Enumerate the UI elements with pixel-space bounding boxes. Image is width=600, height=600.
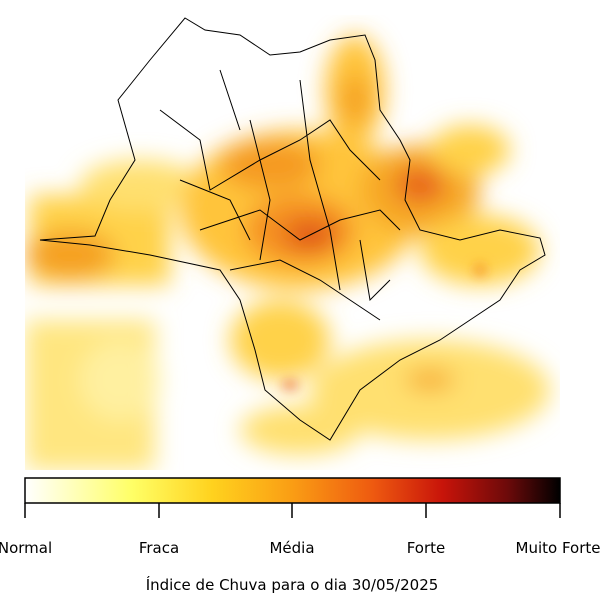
colorbar-label: Normal <box>0 539 52 557</box>
colorbar-label: Muito Forte <box>516 539 600 557</box>
colorbar-label: Fraca <box>139 539 179 557</box>
rain-heatmap <box>25 35 550 470</box>
colorbar <box>24 477 561 504</box>
state-outline <box>39 17 546 441</box>
colorbar-label: Forte <box>407 539 446 557</box>
colorbar-ticks <box>24 503 561 518</box>
caption: Índice de Chuva para o dia 30/05/2025 <box>146 575 439 594</box>
colorbar-label: Média <box>269 539 314 557</box>
